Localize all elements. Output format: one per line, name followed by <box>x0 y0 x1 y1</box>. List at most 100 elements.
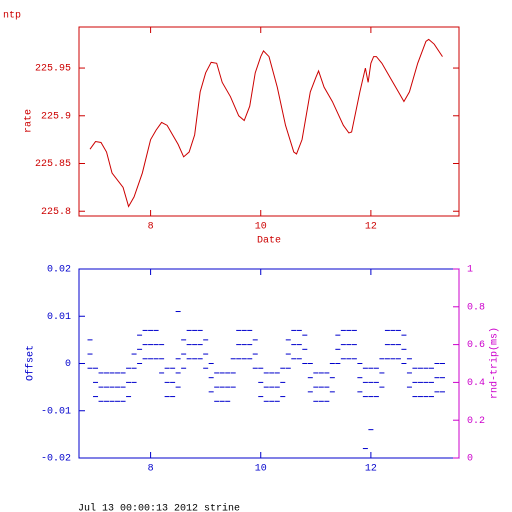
data-point <box>214 400 220 402</box>
data-point <box>93 396 99 398</box>
data-point <box>302 348 308 350</box>
data-point <box>214 386 220 388</box>
data-point <box>104 386 110 388</box>
data-point <box>137 348 143 350</box>
data-point <box>269 386 275 388</box>
data-point <box>104 400 110 402</box>
data-point <box>197 358 203 360</box>
data-point <box>87 339 93 341</box>
data-point <box>181 339 187 341</box>
data-point <box>335 363 341 364</box>
data-point <box>434 391 440 393</box>
data-point <box>324 372 330 374</box>
data-point <box>93 381 99 383</box>
data-point <box>313 372 319 374</box>
data-point <box>87 353 93 355</box>
data-point <box>159 372 165 374</box>
data-point <box>395 344 401 346</box>
data-point <box>428 381 434 383</box>
data-point <box>285 339 291 341</box>
data-point <box>439 363 445 364</box>
data-point <box>401 348 407 350</box>
x-tick-label: 12 <box>365 464 377 475</box>
data-point <box>379 386 385 388</box>
data-point <box>208 391 214 393</box>
data-point <box>241 344 247 346</box>
data-point <box>126 367 132 369</box>
data-point <box>340 344 346 346</box>
data-point <box>164 381 170 383</box>
data-point <box>225 372 231 374</box>
data-point <box>329 363 335 364</box>
data-point <box>285 353 291 355</box>
data-point <box>241 329 247 331</box>
y2-tick-label: 0.2 <box>467 416 485 427</box>
data-point <box>357 363 363 364</box>
data-point <box>203 353 209 355</box>
data-point <box>439 377 445 379</box>
data-point <box>175 372 181 374</box>
data-point <box>346 358 352 360</box>
data-point <box>313 386 319 388</box>
data-point <box>269 372 275 374</box>
data-point <box>390 358 396 360</box>
data-point <box>351 358 357 360</box>
data-point <box>153 329 159 331</box>
data-point <box>428 367 434 369</box>
y-tick-label: 225.9 <box>41 111 71 122</box>
data-point <box>280 381 286 383</box>
data-point <box>373 367 379 369</box>
data-point <box>197 329 203 331</box>
y2-axis-label: rnd-trip(ms) <box>489 327 501 399</box>
data-point <box>274 400 280 402</box>
data-point <box>296 358 302 360</box>
x-tick-label: 10 <box>255 464 267 475</box>
data-point <box>390 344 396 346</box>
x-tick-label: 12 <box>365 222 377 233</box>
data-point <box>109 372 115 374</box>
data-point <box>362 448 368 450</box>
data-point <box>401 363 407 364</box>
data-point <box>423 381 429 383</box>
data-point <box>258 381 264 383</box>
data-point <box>175 386 181 388</box>
x-tick-label: 8 <box>148 464 154 475</box>
data-point <box>368 429 374 431</box>
data-point <box>197 344 203 346</box>
data-point <box>373 381 379 383</box>
data-point <box>230 386 236 388</box>
data-point <box>428 396 434 398</box>
data-point <box>236 329 242 331</box>
data-point <box>324 386 330 388</box>
data-point <box>120 386 126 388</box>
data-point <box>131 367 137 369</box>
data-point <box>368 381 374 383</box>
data-point <box>269 400 275 402</box>
data-point <box>142 344 148 346</box>
chart-title: ntp <box>3 11 21 22</box>
y-tick-label: 0 <box>65 359 71 370</box>
data-point <box>373 396 379 398</box>
data-point <box>104 372 110 374</box>
data-point <box>208 377 214 379</box>
data-point <box>296 329 302 331</box>
data-point <box>302 363 308 364</box>
y-tick-label: -0.02 <box>41 454 71 465</box>
data-point <box>263 400 269 402</box>
data-point <box>219 372 225 374</box>
data-point <box>109 400 115 402</box>
y2-tick-label: 0.4 <box>467 378 485 389</box>
y-tick-label: 225.8 <box>41 207 71 218</box>
data-point <box>170 367 176 369</box>
data-point <box>115 386 121 388</box>
data-point <box>148 344 154 346</box>
data-point <box>126 396 132 398</box>
data-point <box>291 344 297 346</box>
data-point <box>362 396 368 398</box>
y2-tick-label: 0.8 <box>467 302 485 313</box>
y-axis-label: Offset <box>25 345 37 381</box>
y-tick-label: -0.01 <box>41 406 71 417</box>
data-point <box>439 391 445 393</box>
data-point <box>362 381 368 383</box>
